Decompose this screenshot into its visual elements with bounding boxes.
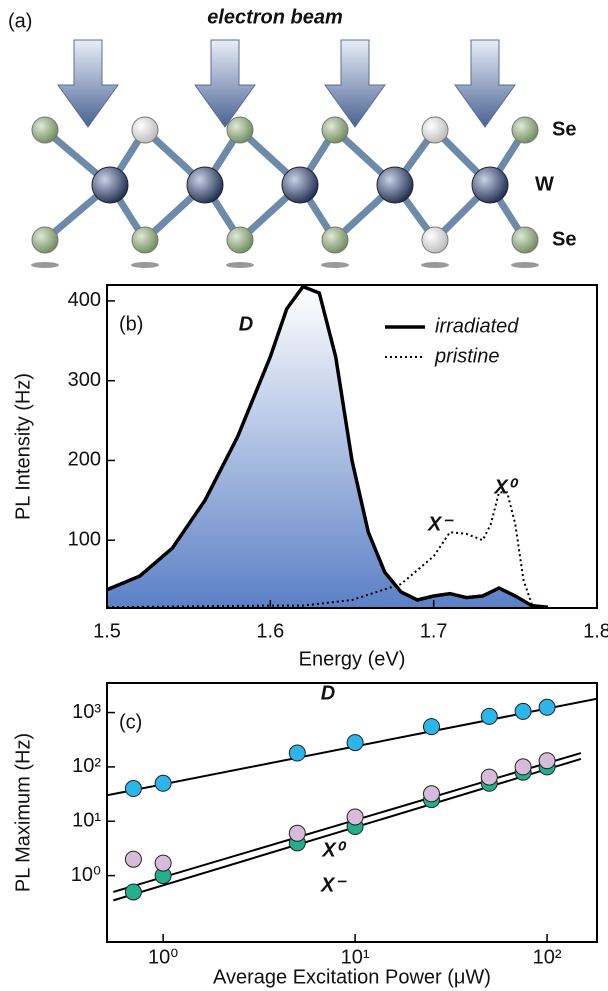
y-tick-label: 200 — [68, 449, 101, 471]
point — [346, 734, 364, 752]
shadow — [131, 262, 159, 268]
chart: 10⁰ 10¹ 10² 10⁰ 10¹ 10² 10³ Average Excitation … — [12, 682, 598, 988]
point — [538, 752, 556, 770]
atom-se — [421, 116, 449, 144]
beam-arrow — [324, 39, 386, 128]
y-tick-label: 10¹ — [72, 810, 101, 832]
point — [124, 883, 142, 901]
point — [288, 744, 306, 762]
y-tick-label: 300 — [68, 369, 101, 391]
y-tick-label: 400 — [68, 289, 101, 311]
y-axis-label: PL Maximum (Hz) — [12, 733, 34, 892]
x-tick-label: 1.5 — [93, 620, 121, 642]
point — [538, 698, 556, 716]
shadow — [226, 262, 254, 268]
x-axis-label: Average Excitation Power (μW) — [213, 966, 491, 988]
panel-label: (c) — [119, 711, 142, 733]
atom-label: W — [535, 173, 554, 195]
point — [288, 824, 306, 842]
x-tick-label: 1.6 — [256, 620, 284, 642]
point — [154, 774, 172, 792]
shadow — [421, 262, 449, 268]
fit-line — [113, 752, 582, 893]
point — [514, 702, 532, 720]
atom-se — [321, 226, 349, 254]
series-label: X⁰ — [321, 839, 346, 861]
atom-w — [91, 166, 129, 204]
y-axis-label: PL Intensity (Hz) — [12, 373, 34, 520]
annotation: D — [239, 313, 253, 335]
axes-frame — [106, 682, 598, 943]
atom-w — [281, 166, 319, 204]
line — [107, 285, 549, 608]
beam-label: electron beam — [207, 6, 343, 28]
x-tick-label: 1.7 — [420, 620, 448, 642]
atom-se — [321, 116, 349, 144]
point — [154, 854, 172, 872]
legend-label: pristine — [434, 345, 499, 367]
point — [422, 785, 440, 803]
point — [480, 768, 498, 786]
atom-label: Se — [552, 228, 576, 250]
legend-label: irradiated — [435, 315, 519, 337]
atom-w — [376, 166, 414, 204]
line — [107, 491, 541, 608]
point — [422, 718, 440, 736]
structure-diagram: (a) electron beam Se W Se — [8, 6, 576, 268]
beam-arrow — [57, 39, 119, 128]
plot-area — [107, 697, 597, 902]
atom-label: Se — [552, 118, 576, 140]
x-axis-label: Energy (eV) — [299, 648, 406, 670]
plot-area — [107, 285, 549, 608]
atom-w — [186, 166, 224, 204]
shadow — [511, 262, 539, 268]
y-tick-label: 10⁰ — [71, 864, 101, 886]
point — [480, 707, 498, 725]
atom-se — [511, 116, 539, 144]
atom-w — [471, 166, 509, 204]
panel-label: (a) — [8, 10, 32, 32]
point — [346, 808, 364, 826]
atom-se — [131, 226, 159, 254]
x-tick-label: 1.8 — [583, 620, 608, 642]
x-tick-label: 10¹ — [341, 946, 370, 968]
atom-se — [131, 116, 159, 144]
panel-label: (b) — [119, 313, 143, 335]
annotation: X⁰ — [493, 476, 518, 498]
shadow — [321, 262, 349, 268]
point — [514, 758, 532, 776]
y-tick-label: 100 — [68, 528, 101, 550]
x-tick-label: 10⁰ — [148, 946, 178, 968]
atom-se — [421, 226, 449, 254]
x-tick-label: 10² — [533, 946, 562, 968]
annotation: X⁻ — [427, 513, 454, 535]
point — [124, 850, 142, 868]
chart: 1.5 1.6 1.7 1.8 100 200 300 400 Energy (eV) PL In… — [12, 284, 608, 670]
atom-se — [31, 116, 59, 144]
fit-line — [113, 758, 582, 902]
series-label: X⁻ — [320, 874, 347, 896]
atom-se — [226, 226, 254, 254]
beam-arrow — [194, 39, 256, 128]
area — [107, 286, 548, 608]
atom-se — [511, 226, 539, 254]
point — [124, 780, 142, 798]
shadow — [31, 262, 59, 268]
atom-se — [226, 116, 254, 144]
axes-frame — [106, 284, 598, 609]
y-tick-label: 10³ — [72, 701, 101, 723]
series-label: D — [321, 682, 335, 704]
beam-arrow — [454, 39, 516, 128]
y-tick-label: 10² — [72, 755, 101, 777]
atom-se — [31, 226, 59, 254]
